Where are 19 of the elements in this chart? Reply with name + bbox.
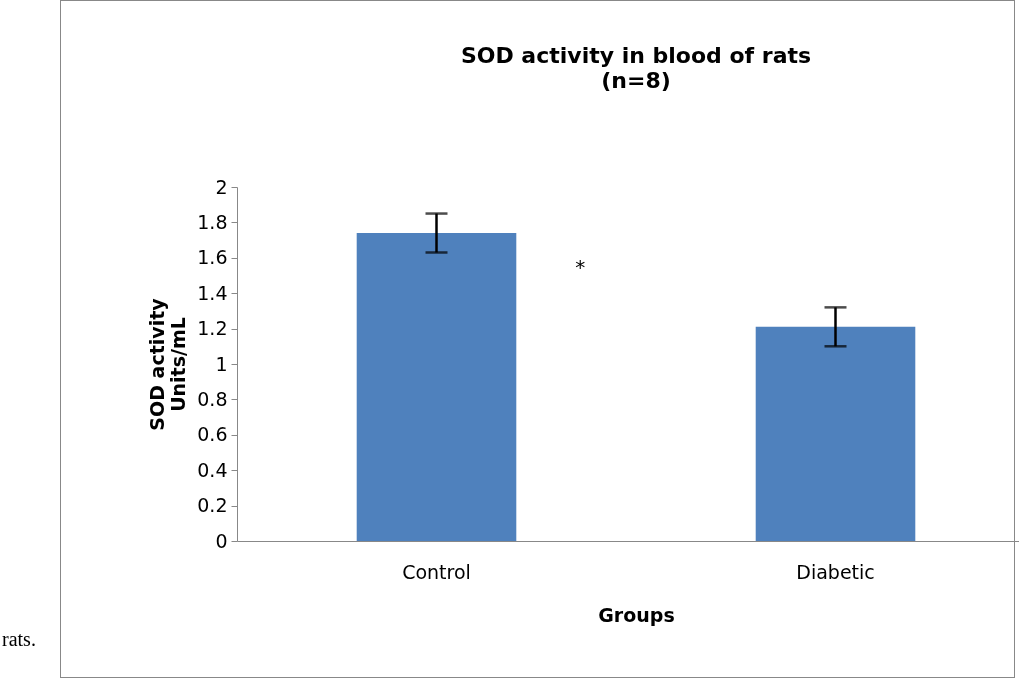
chart-subtitle: (n=8) [601, 68, 671, 93]
y-tick-label: 0.8 [197, 387, 228, 410]
text: rats. [2, 628, 36, 651]
y-axis-title: SOD activity Units/mL [146, 297, 190, 431]
x-tick-label: Control [402, 560, 471, 583]
y-tick-label: 1.4 [197, 281, 228, 304]
annotation: * [575, 255, 586, 280]
y-tick-label: 1.6 [197, 246, 228, 269]
chart-title: SOD activity in blood of rats [460, 43, 812, 68]
y-tick-label: 0.2 [197, 494, 228, 517]
y-tick-label: 1 [215, 352, 228, 375]
y-tick-label: 0.4 [197, 458, 228, 481]
x-tick-label: Diabetic [796, 560, 875, 583]
y-tick-label: 1.8 [197, 210, 228, 233]
x-axis-title: Groups [598, 603, 675, 626]
y-tick-label: 0 [215, 529, 228, 552]
y-tick-label: 0.6 [197, 423, 228, 446]
y-tick-label: 1.2 [197, 317, 228, 340]
y-tick-label: 2 [215, 175, 228, 198]
